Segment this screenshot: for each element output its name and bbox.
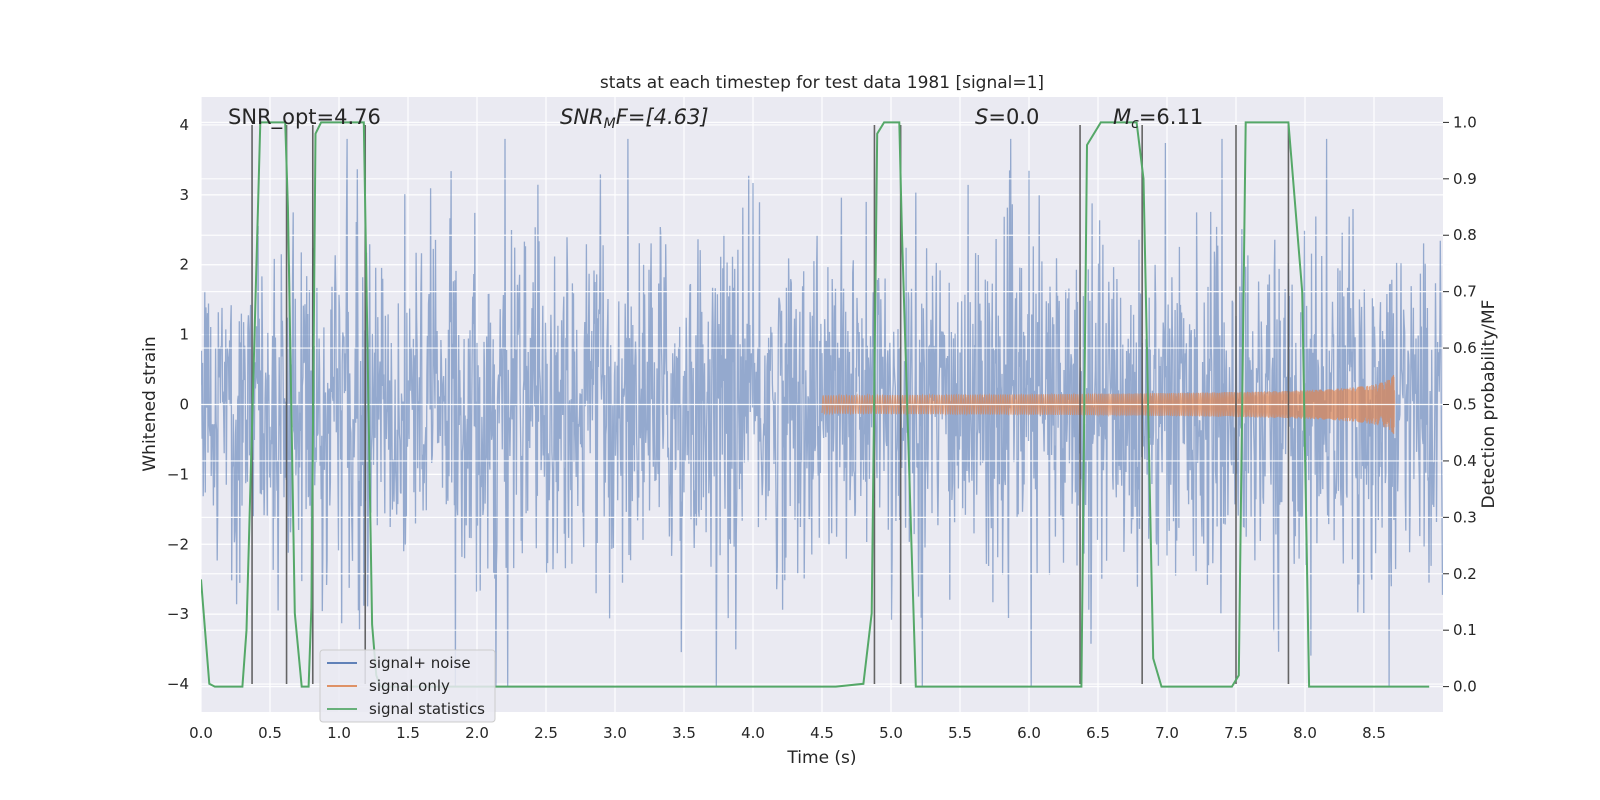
y-axis-right-ticks: 0.0 0.1 0.2 0.3 0.4 0.5 0.6 0.7 0.8 0.9 1.0 — [1443, 113, 1477, 696]
x-tick-label-4.5: 4.5 — [810, 724, 834, 742]
x-tick-label-6.5: 6.5 — [1086, 724, 1110, 742]
x-tick-label-3.5: 3.5 — [672, 724, 696, 742]
x-axis-label: Time (s) — [786, 748, 856, 768]
annotation-snr-opt: SNR_opt=4.76 — [228, 105, 381, 130]
y-left-tick-label-7: 3 — [179, 186, 189, 204]
y-right-tick-label-4: 0.4 — [1453, 452, 1477, 470]
x-tick-label-4.0: 4.0 — [741, 724, 765, 742]
y-right-tick-label-6: 0.6 — [1453, 339, 1477, 357]
y-right-tick-label-3: 0.3 — [1453, 508, 1477, 526]
annotation-s: S=0.0 — [975, 105, 1039, 129]
y-left-tick-label-2: −2 — [167, 535, 189, 553]
y-axis-left-ticks: −4 −3 −2 −1 0 1 2 3 4 — [167, 116, 189, 693]
y-left-tick-label-1: −3 — [167, 605, 189, 623]
y-right-tick-label-0: 0.0 — [1453, 678, 1477, 696]
plot-data — [201, 121, 1443, 688]
y-left-tick-label-3: −1 — [167, 465, 189, 483]
x-tick-label-1.5: 1.5 — [396, 724, 420, 742]
legend-label-signal-plus-noise: signal+ noise — [369, 654, 471, 672]
y-left-tick-label-0: −4 — [167, 675, 189, 693]
y-left-tick-label-6: 2 — [179, 256, 189, 274]
y-right-tick-label-5: 0.5 — [1453, 396, 1477, 414]
signal-only-line — [821, 374, 1396, 434]
y-right-tick-label-8: 0.8 — [1453, 226, 1477, 244]
y-right-tick-label-9: 0.9 — [1453, 170, 1477, 188]
chart-title: stats at each timestep for test data 198… — [600, 73, 1044, 93]
x-tick-label-3.0: 3.0 — [603, 724, 627, 742]
x-tick-label-5.0: 5.0 — [879, 724, 903, 742]
y-axis-left-label-text: Whitened strain — [140, 336, 160, 471]
annotation-snr-mf: SNRMF=[4.63] — [560, 105, 709, 132]
x-tick-label-0.0: 0.0 — [189, 724, 213, 742]
x-tick-label-0.5: 0.5 — [258, 724, 282, 742]
signal-statistics-line — [201, 121, 1430, 688]
x-tick-label-8.5: 8.5 — [1362, 724, 1386, 742]
x-tick-label-1.0: 1.0 — [327, 724, 351, 742]
series-signal-only — [821, 374, 1396, 434]
y-right-tick-label-2: 0.2 — [1453, 565, 1477, 583]
x-tick-label-6.0: 6.0 — [1017, 724, 1041, 742]
y-right-tick-label-10: 1.0 — [1453, 113, 1477, 131]
legend-label-signal-statistics: signal statistics — [369, 700, 485, 718]
x-tick-label-7.0: 7.0 — [1155, 724, 1179, 742]
x-tick-label-8.0: 8.0 — [1293, 724, 1317, 742]
annotation-mc: Mc=6.11 — [1113, 105, 1203, 132]
x-tick-label-5.5: 5.5 — [948, 724, 972, 742]
y-left-tick-label-5: 1 — [179, 326, 189, 344]
x-tick-label-2.5: 2.5 — [534, 724, 558, 742]
legend-label-signal-only: signal only — [369, 677, 450, 695]
legend: signal+ noise signal only signal statist… — [319, 649, 496, 723]
y-left-tick-label-8: 4 — [179, 116, 189, 134]
legend-box — [319, 649, 496, 723]
x-axis-ticks: 0.0 0.5 1.0 1.5 2.0 2.5 3.0 3.5 4.0 4.5 5.0 5.5 6.0 6… — [189, 724, 1386, 742]
series-signal-statistics — [201, 121, 1430, 688]
y-right-tick-label-1: 0.1 — [1453, 621, 1477, 639]
x-tick-label-2.0: 2.0 — [465, 724, 489, 742]
x-tick-label-7.5: 7.5 — [1224, 724, 1248, 742]
y-right-tick-label-7: 0.7 — [1453, 283, 1477, 301]
y-axis-right-label: Detection probability/MF — [1479, 300, 1499, 509]
y-left-tick-label-4: 0 — [179, 396, 189, 414]
